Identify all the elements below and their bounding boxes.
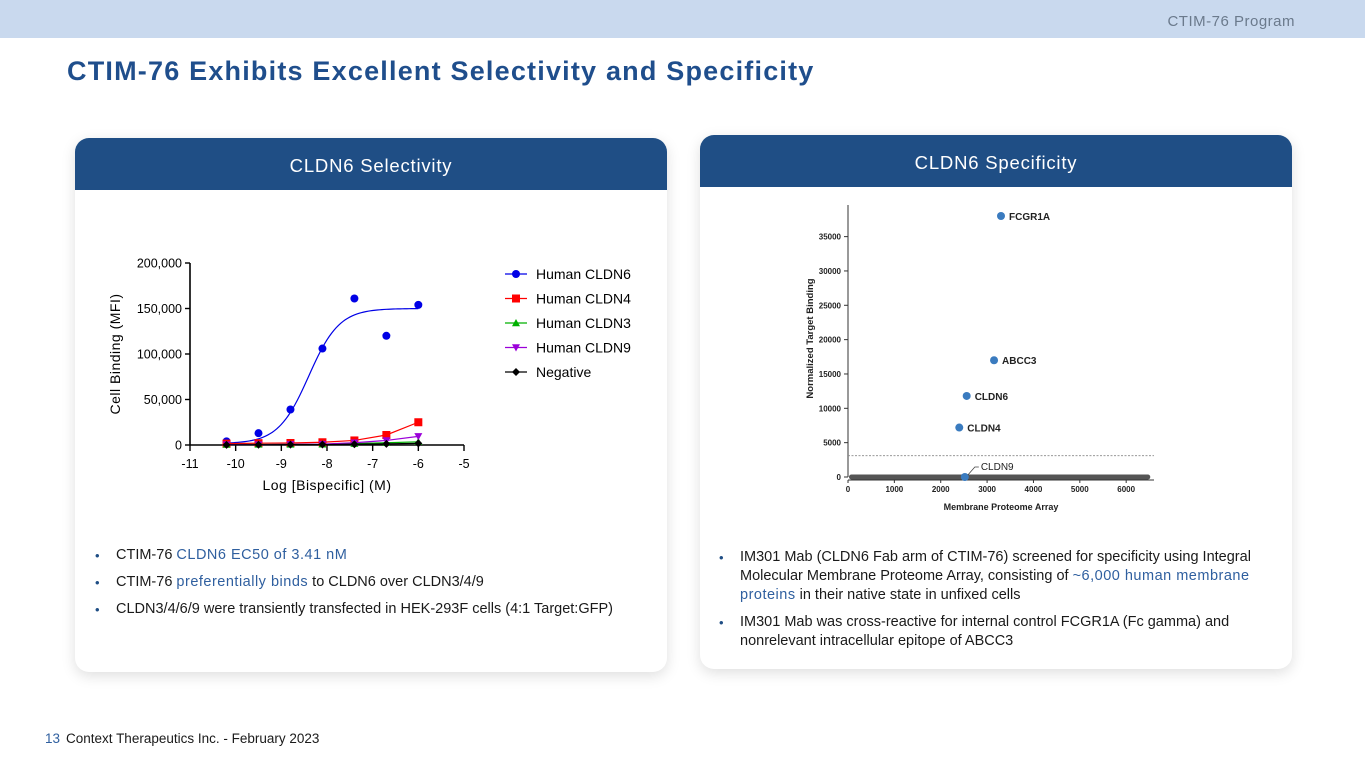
data-point	[286, 440, 295, 449]
data-point	[350, 294, 359, 303]
data-point	[960, 473, 969, 481]
x-tick-label: -10	[227, 457, 245, 471]
point-label: CLDN6	[975, 392, 1009, 403]
y-tick-label: 150,000	[137, 302, 182, 316]
legend-marker	[512, 344, 520, 352]
bullet-text: CLDN3/4/6/9 were transiently transfected…	[116, 601, 613, 617]
data-point	[382, 439, 391, 448]
legend-label: Human CLDN9	[536, 340, 631, 356]
x-tick-label: 0	[846, 485, 851, 494]
point-label: FCGR1A	[1009, 212, 1050, 223]
data-point	[414, 439, 423, 448]
x-axis-label: Membrane Proteome Array	[944, 502, 1059, 512]
legend-label: Human CLDN4	[536, 291, 631, 307]
selectivity-bullet: CTIM-76 preferentially binds to CLDN6 ov…	[95, 573, 660, 592]
selectivity-bullet: CLDN3/4/6/9 were transiently transfected…	[95, 600, 660, 619]
data-point	[962, 391, 971, 400]
selectivity-bullets: CTIM-76 CLDN6 EC50 of 3.41 nMCTIM-76 pre…	[95, 546, 660, 627]
data-point	[318, 344, 327, 353]
footer: 13 Context Therapeutics Inc. - February 2…	[45, 731, 319, 746]
top-banner: CTIM-76 Program	[0, 0, 1365, 38]
bullet-highlight: ~6,000 human membrane proteins	[740, 568, 1250, 603]
y-tick-label: 200,000	[137, 257, 182, 271]
x-tick-label: 5000	[1071, 485, 1089, 494]
selectivity-card: CLDN6 Selectivity 0 50,000 100,000 150,000 2…	[75, 138, 667, 672]
data-point	[254, 440, 263, 449]
data-point	[286, 405, 295, 414]
specificity-chart: 0 5000 10000 15000 20000 25000 30000 35000 0 1000…	[805, 205, 1154, 512]
y-tick-label: 0	[837, 473, 842, 482]
specificity-card: CLDN6 Specificity 0 5000 10000 15000 20000 25…	[700, 135, 1292, 669]
y-tick-label: 5000	[823, 439, 841, 448]
point-label: CLDN4	[967, 424, 1001, 435]
page-number: 13	[45, 731, 61, 746]
y-tick-label: 30000	[819, 267, 842, 276]
bullet-text: IM301 Mab (CLDN6 Fab arm of CTIM-76) scr…	[740, 549, 1251, 584]
bullet-highlight: CLDN6 EC50 of 3.41 nM	[176, 547, 348, 563]
bullet-text: CTIM-76	[116, 547, 177, 563]
x-tick-label: 1000	[885, 485, 903, 494]
x-tick-label: 6000	[1117, 485, 1135, 494]
x-tick-label: -6	[413, 457, 424, 471]
series-line	[226, 308, 419, 444]
legend-marker	[512, 270, 520, 278]
bullet-text: to CLDN6 over CLDN3/4/9	[308, 574, 484, 590]
x-tick-label: 3000	[978, 485, 996, 494]
point-label: CLDN9	[981, 462, 1014, 473]
legend-label: Human CLDN3	[536, 315, 631, 331]
footer-text: Context Therapeutics Inc. - February 202…	[66, 731, 320, 746]
x-tick-label: 4000	[1025, 485, 1043, 494]
x-tick-label: -9	[276, 457, 287, 471]
y-axis-label: Cell Binding (MFI)	[107, 293, 123, 414]
x-tick-label: -7	[367, 457, 378, 471]
selectivity-chart: 0 50,000 100,000 150,000 200,000 -11 -10 -9 -8 -7…	[107, 257, 631, 494]
y-tick-label: 100,000	[137, 348, 182, 362]
y-tick-label: 35000	[819, 233, 842, 242]
legend-marker	[512, 368, 520, 376]
label-leader	[967, 466, 979, 476]
slide-title: CTIM-76 Exhibits Excellent Selectivity a…	[67, 56, 815, 86]
y-tick-label: 25000	[819, 301, 842, 310]
data-point	[990, 356, 999, 365]
point-label: ABCC3	[1002, 356, 1037, 367]
data-point	[997, 212, 1005, 220]
program-label: CTIM-76 Program	[1167, 13, 1295, 30]
legend-label: Human CLDN6	[536, 266, 631, 282]
selectivity-bullet: CTIM-76 CLDN6 EC50 of 3.41 nM	[95, 546, 660, 565]
bullet-text: CTIM-76	[116, 574, 177, 590]
legend-marker	[512, 319, 520, 327]
legend-marker	[512, 294, 520, 303]
y-tick-label: 15000	[819, 370, 842, 379]
data-point	[414, 433, 423, 441]
y-axis-label: Normalized Target Binding	[805, 278, 816, 398]
y-tick-label: 0	[175, 439, 182, 453]
selectivity-card-header: CLDN6 Selectivity	[75, 138, 667, 190]
data-point	[254, 429, 263, 438]
data-point	[382, 430, 391, 439]
bullet-highlight: preferentially binds	[176, 574, 309, 590]
data-point	[318, 440, 327, 449]
x-tick-label: -8	[321, 457, 332, 471]
data-point	[222, 440, 231, 449]
data-point	[414, 300, 423, 309]
specificity-bullet: IM301 Mab (CLDN6 Fab arm of CTIM-76) scr…	[719, 548, 1279, 605]
specificity-card-header: CLDN6 Specificity	[700, 135, 1292, 187]
x-tick-label: 2000	[932, 485, 950, 494]
data-point	[414, 418, 423, 427]
specificity-bullets: IM301 Mab (CLDN6 Fab arm of CTIM-76) scr…	[719, 548, 1279, 659]
bullet-text: IM301 Mab was cross-reactive for interna…	[740, 614, 1230, 649]
x-tick-label: -5	[458, 457, 469, 471]
data-point	[955, 423, 964, 432]
y-tick-label: 10000	[819, 404, 842, 413]
x-axis-label: Log [Bispecific] (M)	[262, 477, 391, 493]
y-tick-label: 20000	[819, 336, 842, 345]
background-points	[849, 474, 1151, 480]
legend-label: Negative	[536, 364, 591, 380]
data-point	[350, 440, 359, 449]
data-point	[382, 331, 391, 340]
bullet-text: in their native state in unfixed cells	[795, 587, 1021, 603]
specificity-bullet: IM301 Mab was cross-reactive for interna…	[719, 613, 1279, 651]
y-tick-label: 50,000	[144, 393, 182, 407]
x-tick-label: -11	[181, 457, 198, 471]
